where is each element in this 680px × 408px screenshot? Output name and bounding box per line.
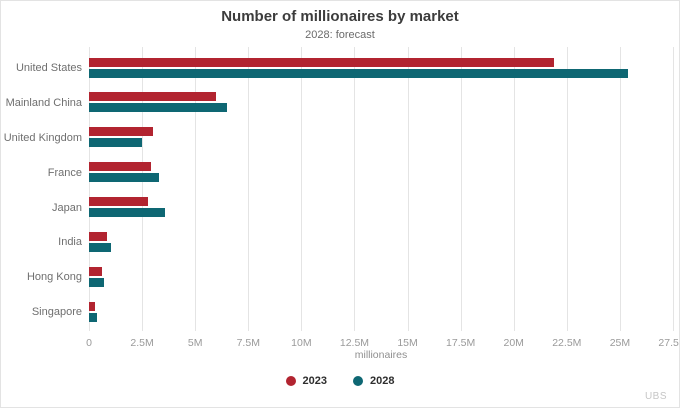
- gridline: [248, 47, 250, 331]
- category-label-france: France: [47, 166, 82, 179]
- category-label-united-states: United States: [15, 62, 82, 74]
- gridline: [301, 47, 303, 331]
- legend-label: 2023: [302, 375, 327, 387]
- category-label-hong-kong: Hong Kong: [26, 271, 82, 284]
- x-tick-label: 10M: [291, 337, 312, 349]
- bar-2028-india[interactable]: [89, 242, 112, 252]
- x-tick-label: 2.5M: [130, 337, 154, 349]
- gridline: [619, 47, 621, 331]
- bar-2028-united-kingdom[interactable]: [89, 138, 143, 148]
- legend-item-2023[interactable]: 2023: [285, 375, 327, 387]
- x-tick-label: 0: [86, 337, 92, 349]
- bar-2023-singapore[interactable]: [89, 301, 96, 311]
- category-label-united-kingdom: United Kingdom: [3, 131, 82, 144]
- category-label-japan: Japan: [52, 201, 82, 214]
- bar-2028-hong-kong[interactable]: [89, 277, 104, 287]
- x-tick-label: 5M: [187, 337, 203, 349]
- bar-2028-united-states[interactable]: [89, 68, 629, 78]
- gridline: [566, 47, 568, 331]
- legend: 2023 2028: [1, 375, 679, 387]
- legend-dot-icon: [285, 376, 296, 386]
- gridline: [673, 47, 674, 331]
- bar-2023-united-states[interactable]: [89, 57, 555, 67]
- chart-subtitle: 2028: forecast: [305, 29, 375, 41]
- gridline: [195, 47, 197, 331]
- legend-item-2028[interactable]: 2028: [353, 375, 394, 387]
- bar-2023-india[interactable]: [89, 231, 108, 241]
- x-tick-label: 25M: [609, 337, 631, 349]
- legend-label: 2028: [370, 375, 395, 387]
- x-axis-title: millionaires: [354, 349, 408, 361]
- chart-title: Number of millionaires by market: [221, 8, 459, 25]
- category-label-singapore: Singapore: [31, 306, 82, 319]
- x-tick-label: 7.5M: [236, 337, 260, 349]
- x-tick-label: 12.5M: [339, 337, 370, 349]
- bar-2028-france[interactable]: [89, 173, 160, 183]
- gridline: [407, 47, 409, 331]
- bar-2023-united-kingdom[interactable]: [89, 127, 153, 137]
- x-tick-label: 15M: [397, 337, 418, 349]
- gridline: [89, 47, 90, 331]
- category-label-india: India: [58, 236, 82, 249]
- category-label-mainland-china: Mainland China: [5, 96, 82, 109]
- bar-2028-mainland-china[interactable]: [89, 103, 228, 113]
- bar-2023-hong-kong[interactable]: [89, 266, 102, 276]
- bar-2023-france[interactable]: [89, 162, 151, 172]
- gridline: [354, 47, 356, 331]
- bar-2028-japan[interactable]: [89, 208, 166, 217]
- legend-dot-icon: [353, 376, 363, 386]
- bar-2023-mainland-china[interactable]: [89, 92, 217, 102]
- x-tick-label: 22.5M: [552, 337, 582, 349]
- bar-2023-japan[interactable]: [89, 197, 149, 206]
- bar-2028-singapore[interactable]: [89, 312, 98, 322]
- ubs-watermark: UBS: [644, 391, 667, 402]
- x-tick-label: 27.5M: [658, 337, 679, 349]
- x-tick-label: 17.5M: [446, 337, 476, 349]
- x-tick-label: 20M: [503, 337, 524, 349]
- gridline: [142, 47, 144, 331]
- gridline: [513, 47, 515, 331]
- gridline: [460, 47, 462, 331]
